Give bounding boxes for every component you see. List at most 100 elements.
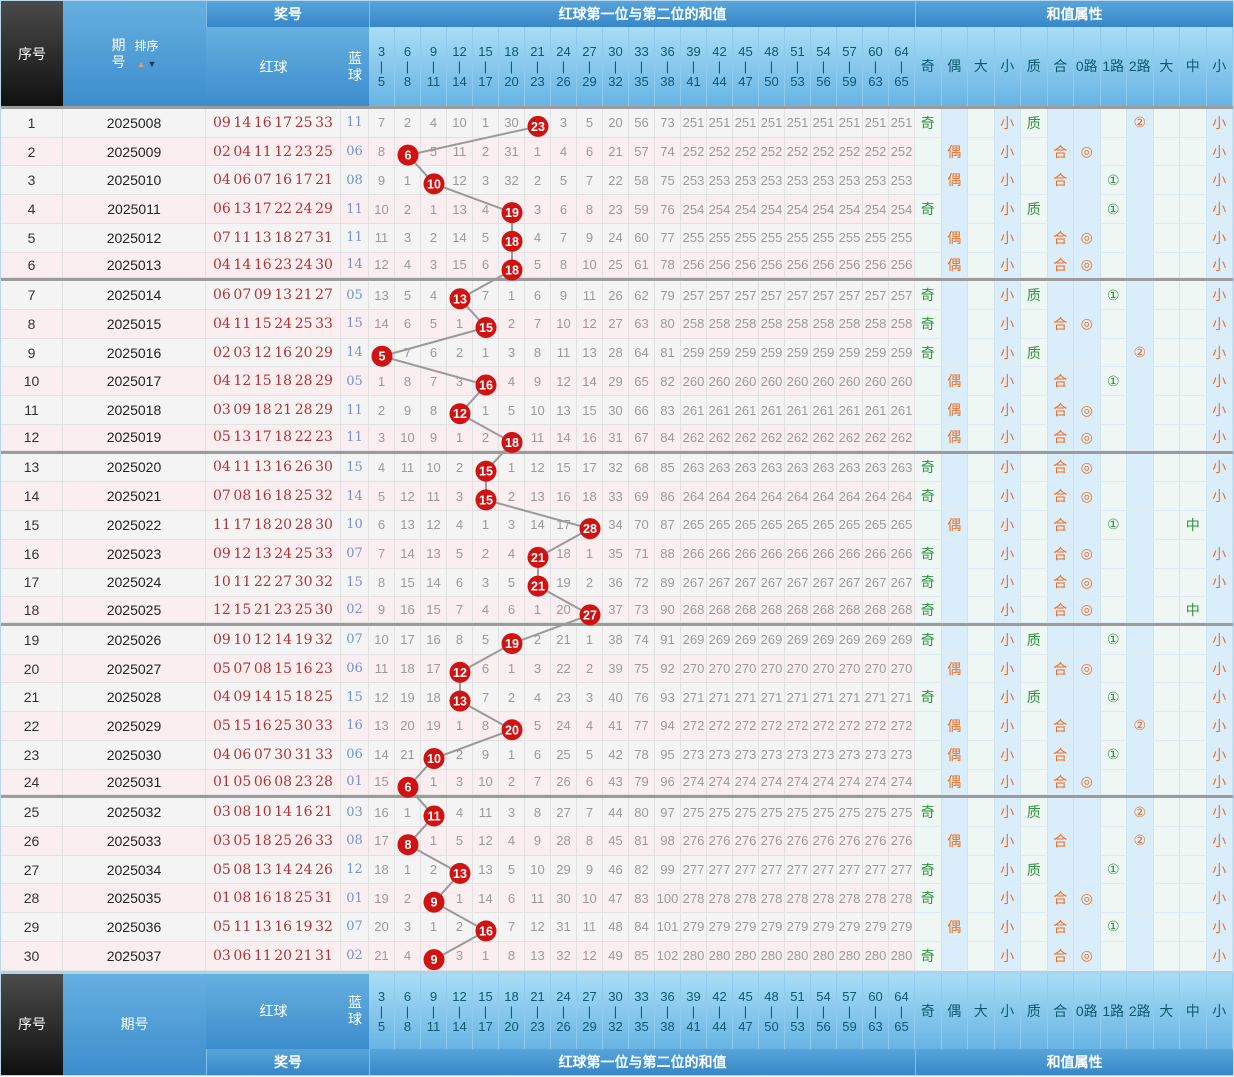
seq-cell: 20 (1, 654, 63, 684)
sum-miss-cell: 266 (733, 539, 759, 569)
red-ball: 06 (253, 773, 272, 790)
attr-cell (1153, 826, 1180, 856)
red-ball: 25 (315, 689, 333, 706)
attr-cell (968, 310, 995, 339)
sum-miss-cell: 4 (499, 539, 525, 569)
red-ball: 09 (213, 631, 231, 648)
table-row: 13 2025020 04 11 13 16 26 30 15 4 11 10 2 1 12 15 17 32 68… (1, 453, 1233, 483)
sum-miss-cell: 263 (681, 453, 707, 483)
red-ball: 05 (213, 717, 231, 734)
seq-cell: 3 (1, 166, 63, 196)
attr-cell: 小 (994, 740, 1021, 770)
sum-miss-cell: 274 (681, 769, 707, 796)
sum-miss-cell: 260 (889, 367, 915, 397)
attr-cell: 合 (1047, 511, 1074, 540)
red-ball: 25 (294, 114, 313, 131)
sum-miss-cell: 259 (707, 338, 733, 368)
attr-cell: 合 (1047, 769, 1074, 796)
sum-miss-cell: 262 (707, 424, 733, 451)
sort-asc-icon[interactable]: ▲ (136, 59, 146, 69)
attr-cell: 偶 (941, 252, 968, 279)
red-balls-cell: 06 13 17 22 24 29 (206, 195, 341, 224)
sum-miss-cell: 262 (681, 424, 707, 451)
red-ball: 18 (253, 402, 272, 419)
sum-miss-cell: 5 (369, 482, 395, 512)
sum-miss-cell: 261 (681, 396, 707, 425)
sort-desc-icon[interactable]: ▼ (147, 59, 157, 69)
attr-cell (968, 798, 995, 827)
sum-miss-cell: 255 (811, 223, 837, 253)
attr-cell (1127, 683, 1154, 713)
red-ball: 12 (213, 601, 231, 618)
attr-cell: 小 (994, 826, 1021, 856)
attr-cell (1021, 539, 1048, 569)
attr-cell (1153, 195, 1180, 224)
sum-miss-cell: 258 (863, 310, 889, 339)
red-balls-cell: 06 07 09 13 21 27 (206, 281, 341, 311)
sum-miss-cell: 84 (655, 424, 681, 451)
sum-miss-cell: 11 (577, 913, 603, 942)
sum-range-header: 27 | 29 (577, 27, 603, 106)
sum-miss-cell: 13 (369, 281, 395, 311)
red-ball: 08 (274, 773, 293, 790)
sum-miss-cell: 263 (811, 453, 837, 483)
attr-cell: ◎ (1074, 654, 1101, 684)
sum-miss-cell: 3 (525, 654, 551, 684)
red-ball: 06 (213, 201, 231, 218)
sum-miss-cell: 2 (395, 884, 421, 914)
sum-miss-cell: 23 (551, 683, 577, 713)
red-ball: 22 (294, 429, 313, 446)
sum-miss-cell: 271 (889, 683, 915, 713)
red-ball: 15 (274, 689, 293, 706)
attr-cell (1153, 597, 1180, 623)
red-balls-cell: 01 08 16 18 25 31 (206, 884, 341, 914)
sum-miss-cell: 271 (707, 683, 733, 713)
sum-miss-cell: 256 (785, 252, 811, 279)
attr-cell: 中 (1180, 511, 1207, 540)
sum-range-header: 51 | 53 (785, 27, 811, 106)
attr-cell: 小 (1206, 855, 1233, 885)
award-band: 奖号 (206, 1, 369, 27)
attr-cell: ② (1127, 712, 1154, 741)
red-ball: 08 (233, 861, 252, 878)
sort-label: 排序 (134, 39, 159, 53)
sum-miss-cell: 21 (603, 137, 629, 167)
sum-miss-cell: 254 (889, 195, 915, 224)
table-row: 30 2025037 03 06 11 20 21 31 02 21 4 3 1 8 13 32 12 49 85 1… (1, 941, 1233, 971)
sum-range-header: 39 | 41 (681, 27, 707, 106)
attr-cell: 奇 (915, 109, 942, 138)
sum-miss-cell: 1 (395, 166, 421, 196)
red-ball: 17 (274, 114, 293, 131)
sum-miss-cell: 44 (603, 798, 629, 827)
sum-miss-cell: 92 (655, 654, 681, 684)
sum-miss-cell: 12 (473, 826, 499, 856)
attr-cell: ◎ (1074, 396, 1101, 425)
sum-miss-cell: 16 (551, 482, 577, 512)
red-ball: 11 (233, 574, 252, 591)
sum-miss-cell: 280 (759, 941, 785, 971)
seq-cell: 5 (1, 223, 63, 253)
red-balls-cell: 02 04 11 12 23 25 (206, 137, 341, 167)
sum-range-header: 45 | 47 (733, 973, 759, 1049)
sum-miss-cell: 82 (655, 367, 681, 397)
sum-miss-cell: 6 (551, 195, 577, 224)
red-ball: 11 (233, 918, 252, 935)
attr-column-header: 奇 (915, 27, 942, 106)
attr-cell (1047, 683, 1074, 713)
sum-range-header: 12 | 14 (447, 27, 473, 106)
attr-cell (1180, 453, 1207, 483)
attr-cell: 偶 (941, 424, 968, 451)
seq-cell: 15 (1, 511, 63, 540)
red-ball: 16 (274, 918, 293, 935)
attr-cell (1180, 109, 1207, 138)
sum-miss-cell: 277 (785, 855, 811, 885)
red-ball: 27 (274, 574, 293, 591)
header-seq: 序号 (1, 1, 63, 106)
sum-miss-cell: 272 (811, 712, 837, 741)
attr-cell: 偶 (941, 396, 968, 425)
attr-cell: 质 (1021, 281, 1048, 311)
sum-miss-cell: 280 (889, 941, 915, 971)
sort-control[interactable]: 排序 ▲ ▼ (134, 37, 158, 70)
footer-period: 期号 (63, 973, 206, 1075)
